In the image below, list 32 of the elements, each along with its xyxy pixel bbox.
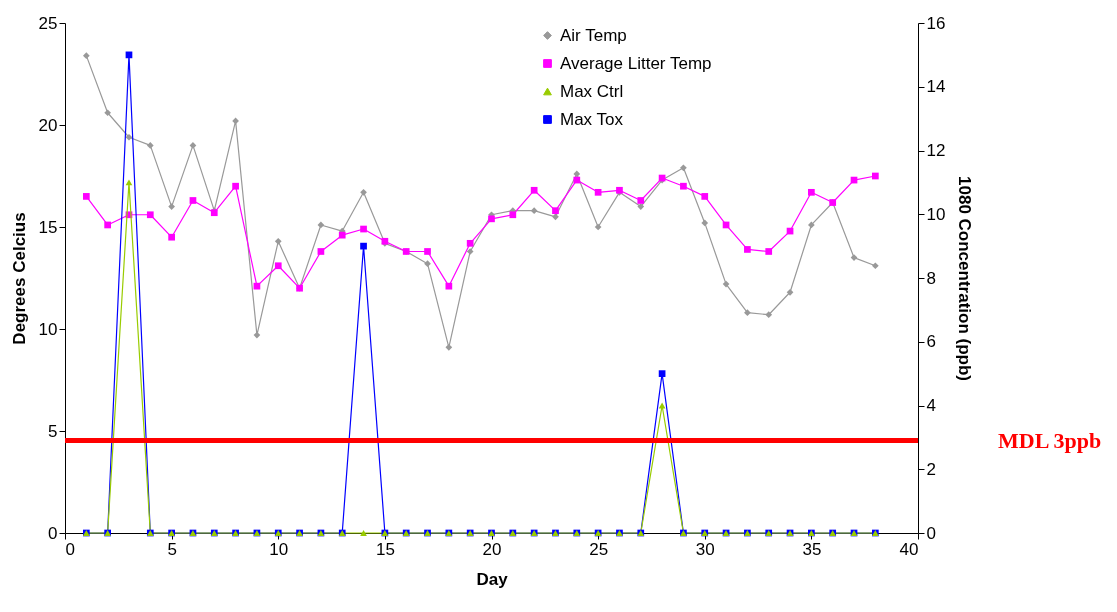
y-axis-title: Degrees Celcius — [9, 212, 29, 345]
y-tick-label: 10 — [38, 319, 58, 339]
y-tick-label: 5 — [48, 421, 58, 441]
x-tick-label: 35 — [802, 539, 822, 559]
x-tick-label: 0 — [65, 539, 75, 559]
y-tick-label: 0 — [48, 523, 58, 543]
ref-line-label: MDL 3ppb — [998, 427, 1102, 453]
y2-tick-label: 4 — [926, 396, 936, 415]
y2-tick-label: 8 — [926, 268, 936, 288]
y2-tick-label: 16 — [926, 13, 946, 33]
x-tick-label: 15 — [375, 539, 395, 559]
y2-tick-label: 10 — [926, 204, 946, 224]
y2-tick-label: 0 — [926, 523, 936, 543]
y2-tick-label: 6 — [926, 332, 936, 352]
x-axis-title: Day — [476, 569, 509, 589]
y-tick-label: 20 — [38, 115, 58, 135]
x-tick-label: 25 — [589, 539, 609, 559]
legend-label: Air Temp — [560, 25, 627, 45]
y2-tick-label: 12 — [926, 141, 946, 160]
y2-tick-label: 2 — [926, 459, 936, 479]
x-tick-label: 20 — [482, 539, 502, 559]
y2-tick-label: 14 — [926, 77, 946, 97]
legend-label: Max Tox — [560, 109, 624, 129]
y2-axis-title: 1080 Concentration (ppb) — [955, 176, 975, 381]
legend-label: Max Ctrl — [560, 81, 624, 101]
legend-label: Average Litter Temp — [560, 53, 712, 73]
y-tick-label: 15 — [38, 217, 58, 237]
x-tick-label: 10 — [269, 539, 289, 559]
x-tick-label: 40 — [899, 539, 919, 559]
x-tick-label: 30 — [695, 539, 715, 559]
x-tick-label: 5 — [167, 539, 177, 559]
y-tick-label: 25 — [38, 13, 58, 33]
